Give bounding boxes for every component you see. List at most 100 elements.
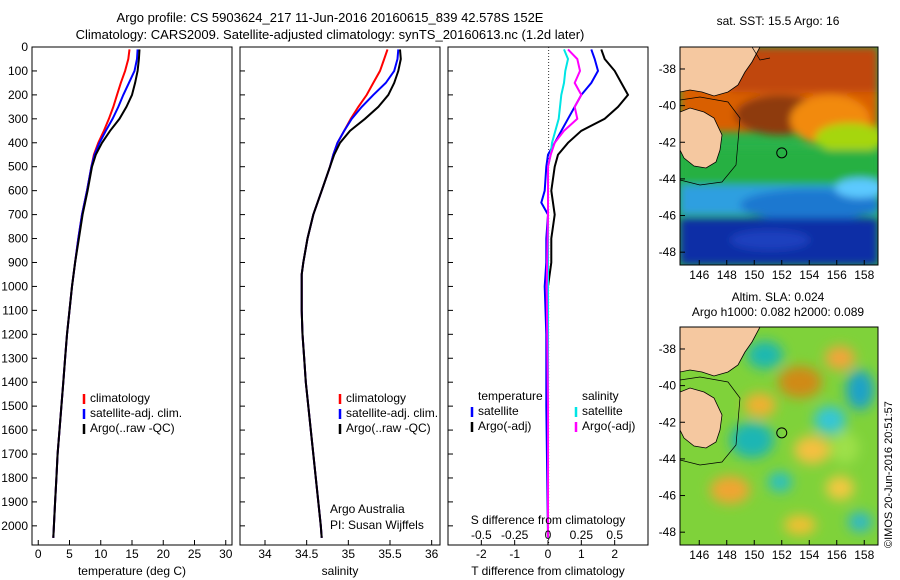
depth-tick-label: 1400 (1, 375, 28, 389)
salinity-xlabel: salinity (322, 564, 359, 578)
map-xtick-label: 158 (854, 548, 874, 562)
depth-tick-label: 800 (8, 232, 28, 246)
map-ytick-label: -38 (659, 62, 677, 76)
series-line-argo-raw-qc- (52, 49, 141, 538)
temperature-legend-label: Argo(..raw -QC) (90, 421, 175, 435)
depth-tick-label: 1800 (1, 471, 28, 485)
salinity-xtick-label: 34.5 (295, 547, 319, 561)
depth-tick-label: 0 (21, 40, 28, 54)
map-xtick-label: 154 (799, 268, 819, 282)
difference-line-t-satellite (540, 49, 600, 538)
difference-s-tick-label: -0.5 (471, 528, 492, 542)
salinity-xtick-label: 34 (258, 547, 272, 561)
map-xtick-label: 150 (744, 548, 764, 562)
chart-title-line2: Climatology: CARS2009. Satellite-adjuste… (75, 27, 585, 42)
temperature-legend-label: climatology (90, 391, 150, 405)
map-ytick-label: -46 (659, 209, 677, 223)
depth-tick-label: 1100 (2, 303, 28, 317)
imos-watermark: ©IMOS 20-Jun-2016 20:51:57 (883, 401, 895, 548)
map-xtick-label: 158 (854, 268, 874, 282)
difference-s-tick-label: 0.25 (570, 528, 594, 542)
map-ytick-label: -44 (659, 172, 677, 186)
depth-tick-label: 1900 (1, 495, 28, 509)
map-ytick-label: -42 (659, 415, 677, 429)
sst-map-field (680, 47, 878, 265)
sla-float-marker (776, 427, 788, 439)
depth-tick-label: 1300 (1, 351, 28, 365)
temperature-xtick-label: 15 (125, 547, 139, 561)
sst-float-marker (776, 147, 788, 159)
map-ytick-label: -42 (659, 135, 677, 149)
sla-map-axes: -38 -40 -42 -44 -46 -48 146 148 150 152 154 156 158 (659, 342, 875, 562)
series-line-satellite-adj-clim- (300, 49, 400, 538)
depth-tick-label: 700 (8, 208, 28, 222)
depth-tick-label: 600 (8, 184, 28, 198)
depth-tick-label: 1200 (1, 327, 28, 341)
temperature-legend-label: satellite-adj. clim. (90, 406, 182, 420)
salinity-annotation-line1: Argo Australia (330, 502, 405, 516)
temperature-axes (31, 46, 233, 546)
depth-tick-label: 200 (8, 88, 28, 102)
difference-line-t-argo-adj- (547, 49, 630, 538)
salinity-xtick-label: 36 (425, 547, 439, 561)
map-xtick-label: 154 (799, 548, 819, 562)
difference-legend-label: satellite (478, 404, 519, 418)
difference-t-tick-label: 1 (578, 547, 585, 561)
salinity-legend-label: satellite-adj. clim. (346, 406, 438, 420)
temperature-xtick-label: 25 (188, 547, 202, 561)
map-ytick-label: -48 (659, 245, 677, 259)
sst-map-axes: -38 -40 -42 -44 -46 -48 146 148 150 152 154 156 158 (659, 62, 875, 282)
difference-s-tick-label: 0.5 (606, 528, 623, 542)
depth-axis: 0 100 200 300 400 500 600 700 800 900 1000 1100 1200… (1, 40, 453, 533)
salinity-annotation-line2: PI: Susan Wijffels (330, 518, 424, 532)
difference-xlabel: T difference from climatology (471, 564, 625, 578)
map-ytick-label: -40 (659, 99, 677, 113)
difference-t-tick-label: 2 (611, 547, 618, 561)
map-ytick-label: -40 (659, 379, 677, 393)
temperature-xtick-label: 10 (94, 547, 108, 561)
sst-map-frame (679, 46, 879, 266)
map-xtick-label: 152 (772, 548, 792, 562)
difference-legend-salinity-title: salinity (582, 389, 619, 403)
map-xtick-label: 148 (717, 548, 737, 562)
sla-map-field (680, 327, 878, 545)
map-ytick-label: -48 (659, 525, 677, 539)
map-ytick-label: -38 (659, 342, 677, 356)
sla-map-title-line2: Argo h1000: 0.082 h2000: 0.089 (692, 305, 864, 319)
map-ytick-label: -46 (659, 489, 677, 503)
depth-tick-label: 400 (8, 136, 28, 150)
temperature-xlabel: temperature (deg C) (78, 564, 186, 578)
map-xtick-label: 150 (744, 268, 764, 282)
depth-tick-label: 100 (8, 64, 28, 78)
series-line-satellite-adj-clim- (52, 49, 139, 538)
difference-legend-label: satellite (582, 404, 623, 418)
salinity-legend-label: Argo(..raw -QC) (346, 421, 431, 435)
temperature-xtick-label: 20 (157, 547, 171, 561)
depth-tick-label: 900 (8, 255, 28, 269)
difference-s-tick-label: -0.25 (501, 528, 529, 542)
salinity-xtick-label: 35.5 (378, 547, 402, 561)
difference-line-s-satellite (547, 49, 570, 538)
depth-tick-label: 1700 (1, 447, 28, 461)
map-xtick-label: 156 (827, 268, 847, 282)
sst-map-title: sat. SST: 15.5 Argo: 16 (717, 14, 840, 28)
map-ytick-label: -44 (659, 452, 677, 466)
difference-legend-temperature-title: temperature (478, 389, 543, 403)
sla-map-frame (679, 326, 879, 546)
difference-line-s-argo-adj- (545, 48, 583, 538)
difference-t-tick-label: 0 (545, 547, 552, 561)
sla-map-title-line1: Altim. SLA: 0.024 (732, 290, 825, 304)
depth-tick-label: 1500 (1, 399, 28, 413)
salinity-xtick-label: 35 (342, 547, 356, 561)
map-xtick-label: 148 (717, 268, 737, 282)
temperature-xtick-label: 30 (219, 547, 233, 561)
difference-t-tick-label: -2 (476, 547, 487, 561)
depth-tick-label: 500 (8, 160, 28, 174)
map-xtick-label: 146 (689, 548, 709, 562)
difference-legend-label: Argo(-adj) (582, 419, 635, 433)
depth-tick-label: 1600 (1, 423, 28, 437)
series-line-climatology (52, 49, 131, 538)
map-xtick-label: 146 (689, 268, 709, 282)
map-xtick-label: 156 (827, 548, 847, 562)
